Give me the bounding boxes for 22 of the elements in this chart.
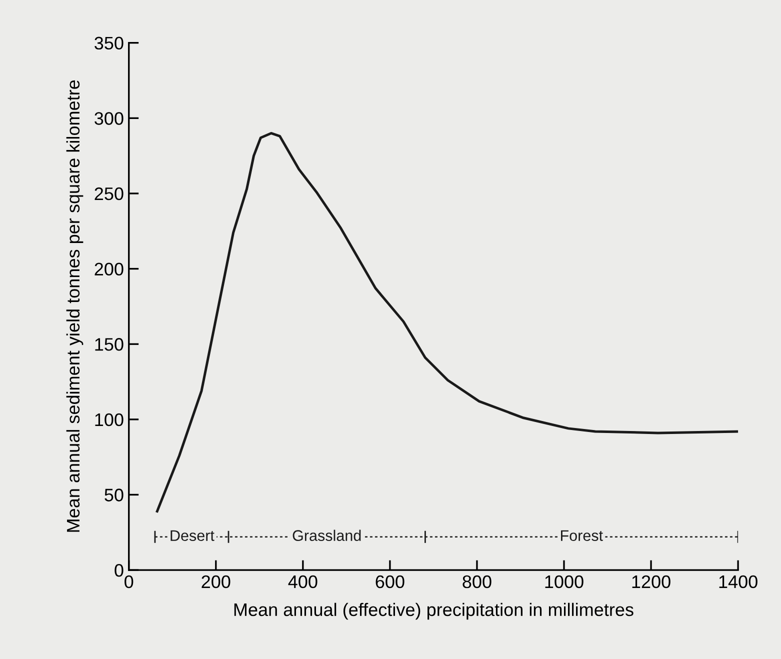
y-axis-title: Mean annual sediment yield tonnes per square kilometre	[66, 80, 84, 532]
y-tick-label: 50	[104, 488, 124, 502]
y-tick-label: 350	[94, 36, 124, 50]
annotation: Forest	[561, 530, 603, 541]
y-tick-label: 100	[95, 413, 124, 426]
annotation: Grassland	[292, 530, 361, 541]
y-tick-label: 0	[114, 564, 124, 577]
y-tick-label: 250	[94, 187, 124, 200]
annotation: Desert	[170, 530, 214, 541]
x-axis-title: Mean annual (effective) precipitation in millimetres	[234, 602, 634, 620]
x-tick-label: 1400	[719, 575, 758, 588]
x-tick-label: 400	[288, 575, 318, 588]
y-tick-label: 150	[95, 338, 124, 351]
x-tick-label: 800	[462, 575, 492, 588]
x-tick-label: 600	[376, 575, 404, 588]
x-tick-label: 200	[202, 575, 230, 588]
line-series	[156, 132, 738, 513]
y-tick-label: 300	[94, 112, 124, 125]
x-tick-label: 1000	[545, 575, 584, 588]
x-tick-label: 1200	[632, 575, 670, 588]
x-tick-label: 0	[124, 575, 134, 588]
y-tick-label: 200	[94, 262, 124, 276]
